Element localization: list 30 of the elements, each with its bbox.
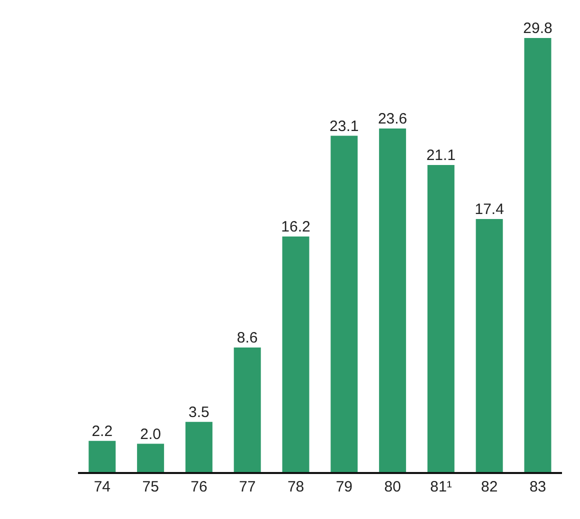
bar	[427, 164, 454, 473]
bar	[476, 219, 503, 473]
data-label: 2.2	[92, 422, 113, 440]
x-tick-label: 76	[190, 478, 208, 496]
data-label: 23.1	[330, 118, 359, 135]
data-label: 17.4	[474, 201, 504, 218]
x-tick-label: 82	[481, 478, 498, 496]
data-label: 3.5	[188, 404, 210, 421]
x-tick-label: 80	[384, 478, 401, 496]
x-tick-label: 78	[287, 478, 304, 496]
bar	[282, 236, 310, 473]
data-label: 23.6	[378, 110, 408, 128]
bar	[88, 440, 116, 473]
bar	[330, 136, 358, 473]
x-tick-label: 77	[239, 478, 256, 496]
x-tick-label: 81¹	[430, 478, 452, 496]
data-label: 8.6	[236, 329, 258, 346]
x-tick-label: 83	[529, 478, 546, 496]
data-label: 21.1	[426, 146, 456, 164]
x-tick-label: 79	[336, 478, 353, 496]
bar	[185, 422, 212, 473]
bar	[137, 444, 164, 473]
x-tick-label: 74	[94, 478, 111, 496]
data-label: 2.0	[140, 426, 161, 443]
data-label: 29.8	[523, 20, 552, 37]
data-label: 16.2	[281, 218, 310, 236]
x-tick-label: 75	[142, 478, 159, 496]
bar	[234, 347, 261, 473]
bar	[524, 38, 552, 473]
bar	[379, 128, 406, 473]
